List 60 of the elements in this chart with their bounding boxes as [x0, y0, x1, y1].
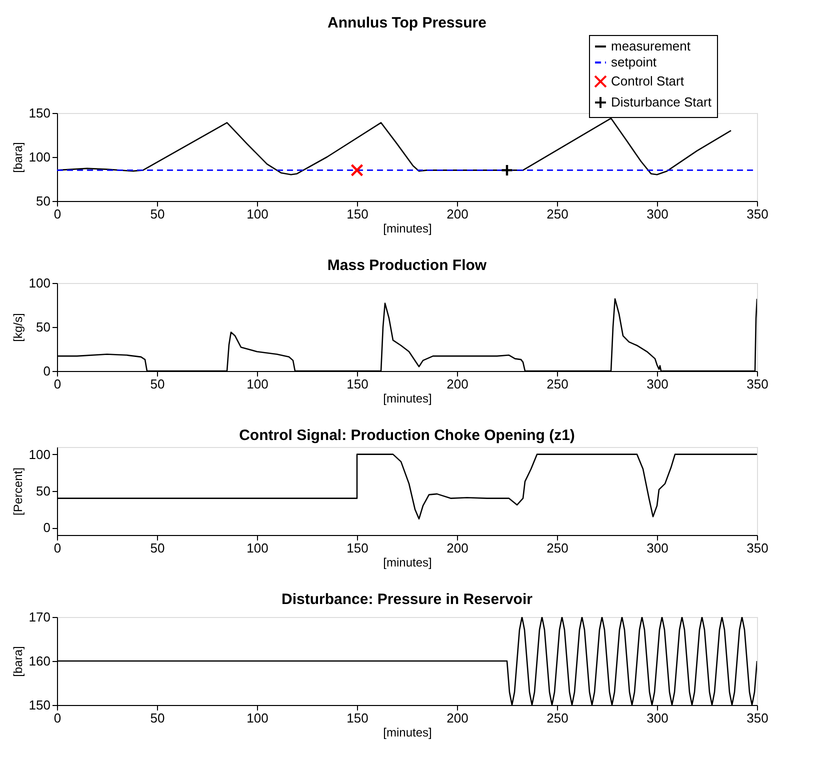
x-tick-label: 200	[446, 206, 468, 222]
y-axis-title: [kg/s]	[10, 313, 25, 342]
legend-label: setpoint	[611, 54, 657, 70]
x-tick-label: 0	[54, 376, 62, 392]
x-tick-label: 100	[246, 710, 268, 726]
x-tick-label: 150	[346, 710, 368, 726]
x-tick-label: 100	[246, 376, 268, 392]
x-axis-title: [minutes]	[383, 392, 432, 406]
y-axis-title: [Percent]	[10, 467, 25, 516]
x-tick-label: 250	[546, 206, 568, 222]
x-axis-title: [minutes]	[383, 222, 432, 236]
y-tick-label: 50	[36, 484, 50, 498]
x-tick-label: 150	[346, 376, 368, 392]
chart-title: Control Signal: Production Choke Opening (z1)	[239, 427, 575, 444]
x-tick-label: 100	[246, 206, 268, 222]
y-tick-label: 170	[28, 610, 50, 624]
x-tick-label: 350	[746, 206, 768, 222]
y-tick-label: 50	[36, 194, 50, 208]
y-tick-label: 100	[28, 446, 50, 462]
x-tick-label: 200	[446, 376, 468, 392]
y-tick-label: 0	[43, 364, 50, 378]
x-tick-label: 250	[546, 710, 568, 726]
legend-label: measurement	[611, 38, 691, 54]
x-tick-label: 50	[150, 376, 165, 392]
chart-title: Disturbance: Pressure in Reservoir	[282, 591, 533, 608]
y-tick-label: 0	[43, 520, 50, 536]
x-tick-label: 200	[446, 710, 468, 726]
x-tick-label: 100	[246, 540, 268, 556]
x-tick-label: 50	[150, 206, 165, 222]
x-tick-label: 0	[54, 540, 62, 556]
y-tick-label: 50	[36, 320, 50, 334]
y-tick-label: 150	[28, 698, 50, 712]
legend-label: Control Start	[611, 74, 684, 88]
x-tick-label: 0	[54, 710, 62, 726]
x-tick-label: 300	[646, 710, 668, 726]
x-axis-title: [minutes]	[383, 726, 432, 740]
x-tick-label: 300	[646, 206, 668, 222]
chart-title: Mass Production Flow	[327, 257, 487, 274]
y-axis-title: [bara]	[10, 142, 25, 173]
x-tick-label: 350	[746, 710, 768, 726]
y-tick-label: 160	[28, 654, 50, 668]
x-tick-label: 350	[746, 540, 768, 556]
x-tick-label: 50	[150, 540, 165, 556]
x-axis-title: [minutes]	[383, 556, 432, 570]
legend-label: Disturbance Start	[611, 94, 712, 110]
x-tick-label: 250	[546, 376, 568, 392]
x-tick-label: 50	[150, 710, 165, 726]
y-axis-title: [bara]	[10, 646, 25, 677]
y-tick-label: 150	[28, 106, 50, 120]
x-tick-label: 150	[346, 206, 368, 222]
x-tick-label: 0	[54, 206, 62, 222]
x-tick-label: 250	[546, 540, 568, 556]
x-tick-label: 200	[446, 540, 468, 556]
y-tick-label: 100	[28, 150, 50, 164]
x-tick-label: 150	[346, 540, 368, 556]
y-tick-label: 100	[28, 276, 50, 290]
x-tick-label: 300	[646, 540, 668, 556]
chart-title: Annulus Top Pressure	[328, 14, 486, 32]
x-tick-label: 300	[646, 376, 668, 392]
x-tick-label: 350	[746, 376, 768, 392]
